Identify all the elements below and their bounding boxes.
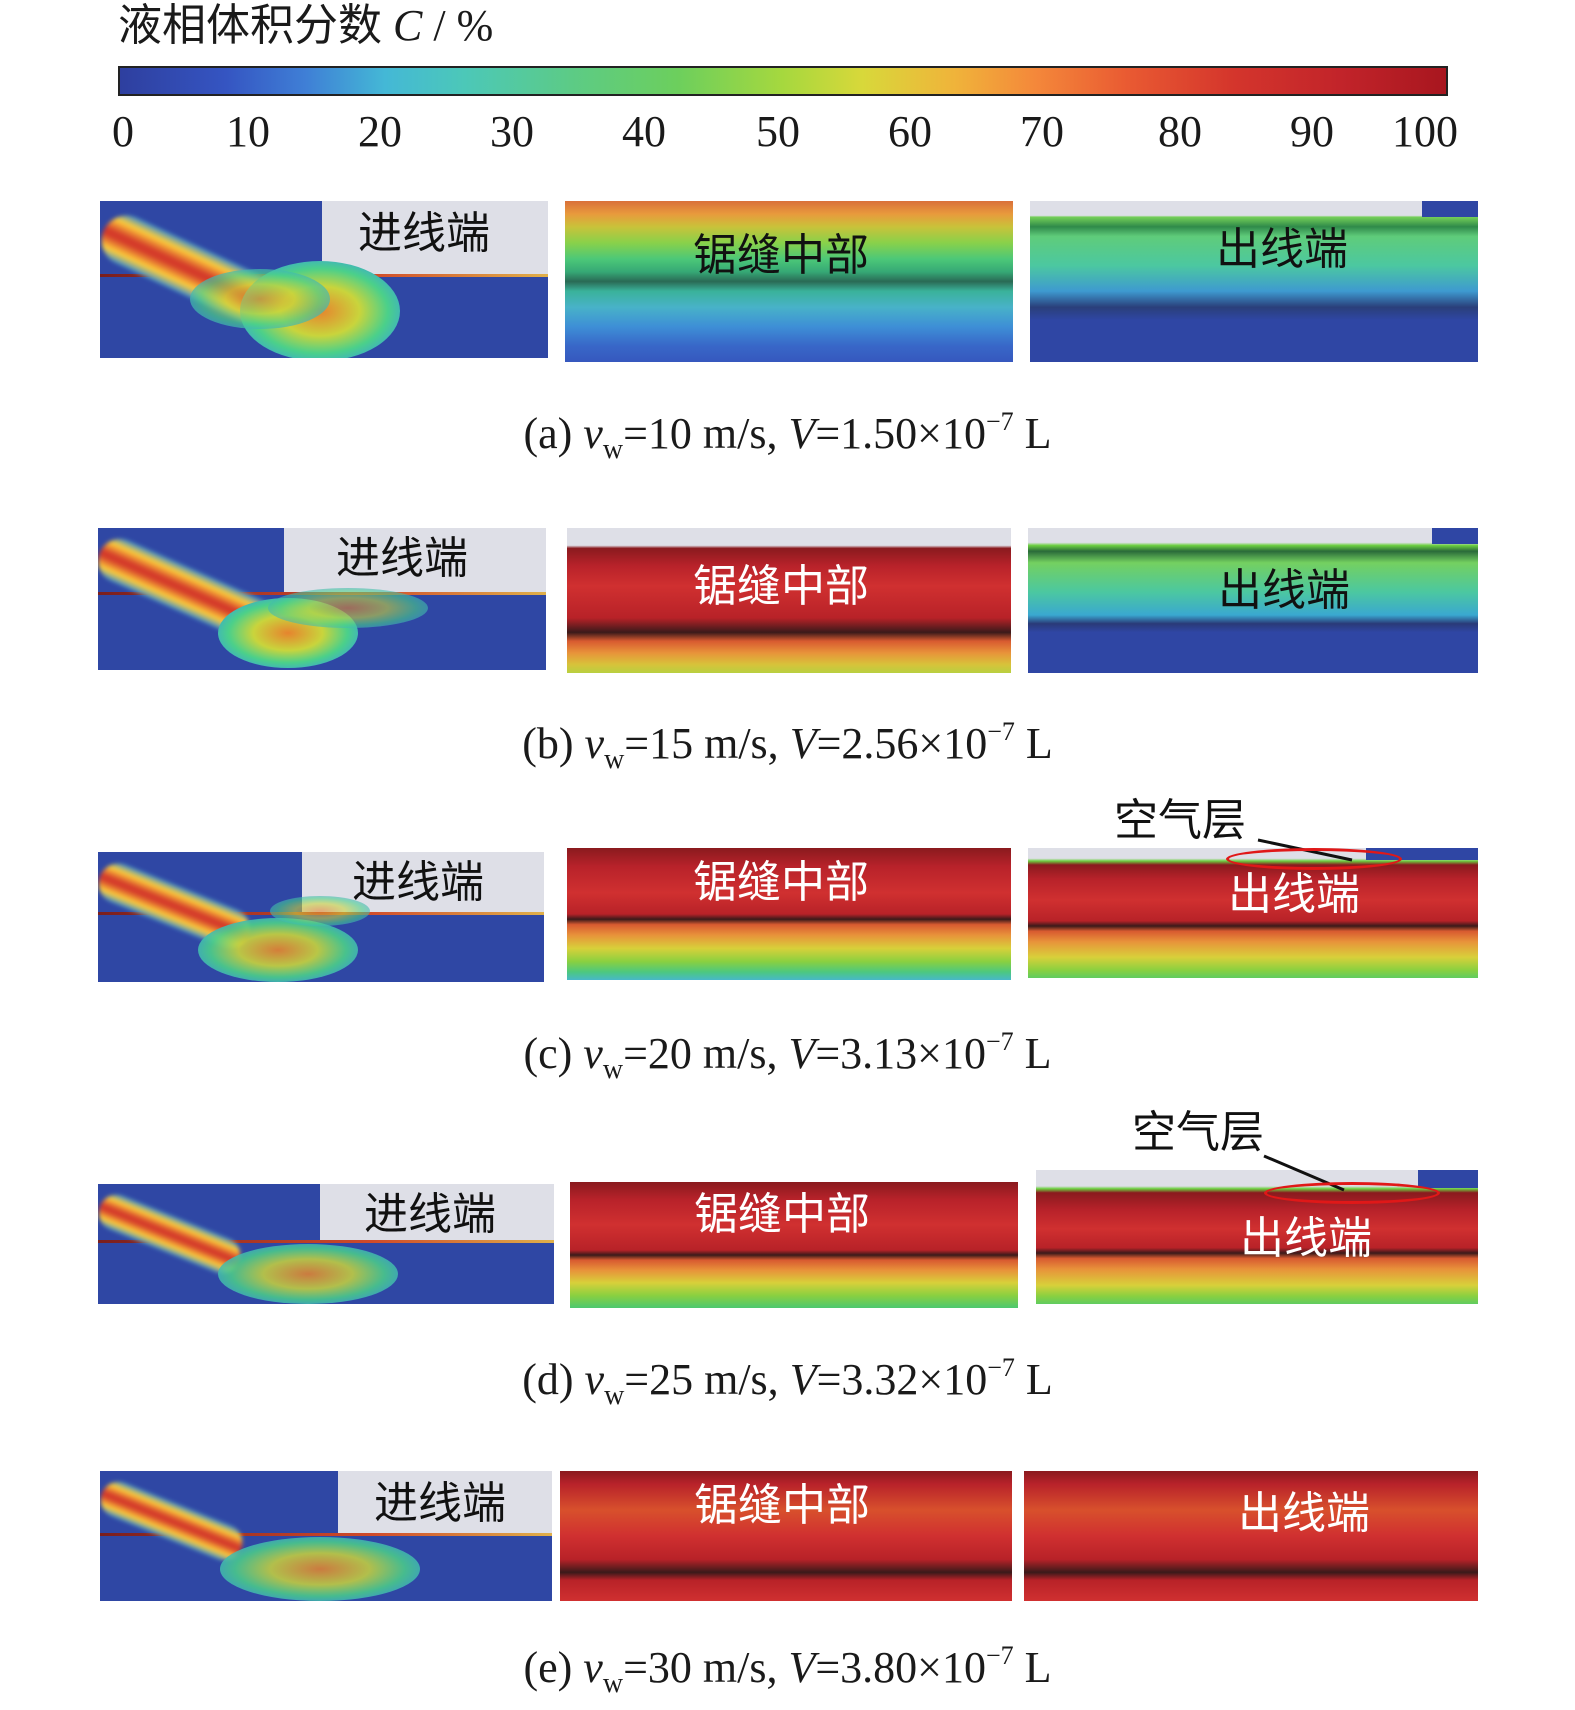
- outlet-label: 出线端: [1216, 224, 1348, 275]
- colorbar-var: C: [393, 1, 423, 50]
- middle-panel-e: 锯缝中部: [560, 1471, 1012, 1601]
- colorbar-title: 液相体积分数 C / %: [118, 0, 493, 52]
- air-layer-ellipse: [1226, 848, 1402, 870]
- middle-panel-a: 锯缝中部: [565, 201, 1013, 362]
- middle-label: 锯缝中部: [694, 1189, 870, 1240]
- outlet-label: 出线端: [1238, 1488, 1370, 1539]
- caption-d: (d) vw=25 m/s, V=3.32×10−7 L: [522, 1353, 1053, 1411]
- outlet-panel-e: 出线端: [1024, 1471, 1478, 1601]
- inlet-panel-c: 进线端: [98, 852, 544, 982]
- middle-label: 锯缝中部: [693, 857, 869, 908]
- colorbar-tick: 30: [490, 107, 534, 156]
- inlet-label: 进线端: [364, 1189, 496, 1240]
- inlet-label: 进线端: [336, 533, 468, 584]
- caption-a: (a) vw=10 m/s, V=1.50×10−7 L: [523, 407, 1052, 465]
- outlet-panel-a: 出线端: [1030, 201, 1478, 362]
- middle-panel-b: 锯缝中部: [567, 528, 1011, 673]
- middle-label: 锯缝中部: [694, 1480, 870, 1531]
- colorbar-tick: 10: [226, 107, 270, 156]
- colorbar-tick: 70: [1020, 107, 1064, 156]
- air-layer-ellipse: [1264, 1182, 1440, 1204]
- inlet-label: 进线端: [374, 1478, 506, 1529]
- outlet-label: 出线端: [1218, 565, 1350, 616]
- inlet-panel-d: 进线端: [98, 1184, 554, 1304]
- outlet-panel-b: 出线端: [1028, 528, 1478, 673]
- inlet-panel-a: 进线端: [100, 201, 548, 358]
- inlet-panel-e: 进线端: [100, 1471, 552, 1601]
- air-layer-annotation: 空气层: [1132, 1107, 1264, 1158]
- middle-panel-c: 锯缝中部: [567, 848, 1011, 980]
- middle-panel-d: 锯缝中部: [570, 1182, 1018, 1308]
- inlet-label: 进线端: [352, 857, 484, 908]
- colorbar-tick: 40: [622, 107, 666, 156]
- inlet-panel-b: 进线端: [98, 528, 546, 670]
- middle-label: 锯缝中部: [693, 561, 869, 612]
- colorbar-tick: 60: [888, 107, 932, 156]
- caption-c: (c) vw=20 m/s, V=3.13×10−7 L: [523, 1027, 1052, 1085]
- inlet-label: 进线端: [358, 208, 490, 259]
- colorbar-unit: / %: [433, 1, 494, 50]
- outlet-label: 出线端: [1228, 869, 1360, 920]
- colorbar-tick: 20: [358, 107, 402, 156]
- middle-label: 锯缝中部: [693, 230, 869, 281]
- outlet-label: 出线端: [1240, 1213, 1372, 1264]
- colorbar-tick: 100: [1392, 107, 1458, 156]
- colorbar-tick: 50: [756, 107, 800, 156]
- colorbar-tick: 80: [1158, 107, 1202, 156]
- caption-b: (b) vw=15 m/s, V=2.56×10−7 L: [522, 717, 1053, 775]
- colorbar-title-text: 液相体积分数: [118, 1, 382, 50]
- colorbar-tick: 0: [112, 107, 134, 156]
- colorbar-tick: 90: [1290, 107, 1334, 156]
- caption-e: (e) vw=30 m/s, V=3.80×10−7 L: [523, 1641, 1052, 1699]
- colorbar: [118, 66, 1448, 96]
- air-layer-annotation: 空气层: [1114, 795, 1246, 846]
- outlet-panel-c: 出线端: [1028, 848, 1478, 978]
